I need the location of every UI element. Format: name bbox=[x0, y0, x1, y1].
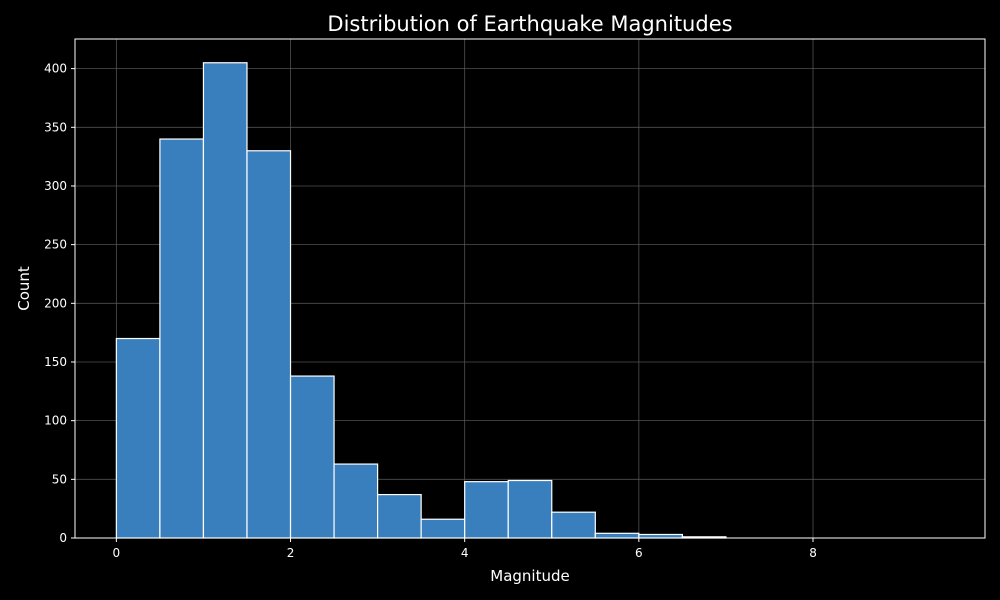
histogram-bar bbox=[333, 463, 379, 539]
histogram-bar bbox=[202, 62, 248, 539]
x-axis-ticks: 0 2 4 6 8 bbox=[113, 538, 817, 560]
x-tick-label: 4 bbox=[461, 546, 469, 560]
chart-title: Distribution of Earthquake Magnitudes bbox=[327, 12, 732, 36]
y-axis-ticks: 0 50 100 150 200 250 300 350 400 bbox=[44, 62, 75, 545]
y-tick-label: 150 bbox=[44, 355, 67, 369]
x-axis-label: Magnitude bbox=[490, 567, 569, 585]
histogram-bar bbox=[551, 511, 596, 539]
histogram-bar bbox=[289, 375, 335, 539]
histogram-bar bbox=[507, 479, 553, 539]
y-tick-label: 200 bbox=[44, 296, 67, 310]
y-tick-label: 100 bbox=[44, 414, 67, 428]
histogram-bar bbox=[638, 533, 683, 539]
y-tick-label: 50 bbox=[52, 472, 67, 486]
plot-frame bbox=[74, 38, 986, 539]
histogram-bar bbox=[377, 493, 422, 539]
y-tick-label: 350 bbox=[44, 120, 67, 134]
histogram-bar bbox=[594, 532, 640, 539]
histogram-bars bbox=[115, 62, 727, 539]
y-axis-label: Count bbox=[15, 266, 33, 311]
histogram-bar bbox=[420, 518, 466, 539]
y-tick-label: 400 bbox=[44, 62, 67, 76]
x-tick-label: 0 bbox=[113, 546, 121, 560]
x-tick-label: 2 bbox=[287, 546, 295, 560]
y-tick-label: 250 bbox=[44, 238, 67, 252]
y-tick-label: 300 bbox=[44, 179, 67, 193]
x-tick-label: 6 bbox=[635, 546, 643, 560]
y-tick-label: 0 bbox=[59, 531, 67, 545]
histogram-bar bbox=[159, 138, 205, 539]
x-tick-label: 8 bbox=[809, 546, 817, 560]
histogram-bar bbox=[115, 337, 161, 539]
histogram-bar bbox=[464, 481, 509, 539]
histogram-bar bbox=[246, 150, 292, 539]
